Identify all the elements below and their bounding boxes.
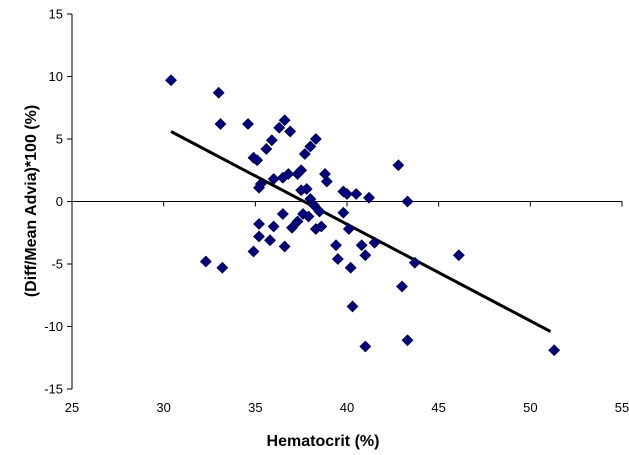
data-point <box>401 334 414 347</box>
data-point <box>265 134 278 147</box>
x-tick-label: 45 <box>431 400 445 415</box>
y-tick-label: 15 <box>49 7 63 22</box>
data-point <box>309 133 322 145</box>
data-point <box>276 208 289 220</box>
data-point <box>291 215 304 228</box>
y-ticks: 15 10 5 0 -5 -10 -15 <box>44 7 72 397</box>
data-point <box>363 191 375 204</box>
data-point <box>260 143 273 155</box>
data-point <box>342 223 355 235</box>
data-point <box>214 118 227 130</box>
data-point <box>247 245 260 258</box>
data-point <box>302 210 315 223</box>
data-point <box>295 164 308 177</box>
data-point <box>396 280 408 293</box>
data-point <box>331 253 344 265</box>
data-point <box>284 125 297 138</box>
data-point <box>253 181 265 194</box>
y-tick-label: 10 <box>49 69 63 84</box>
data-point <box>355 239 368 252</box>
x-axis-title: Hematocrit (%) <box>267 433 380 450</box>
data-point <box>295 184 308 197</box>
data-point <box>330 239 342 252</box>
data-point <box>548 344 561 357</box>
y-tick-label: 5 <box>56 132 63 147</box>
x-tick-label: 30 <box>156 400 170 415</box>
y-tick-label: -5 <box>51 257 63 272</box>
data-point <box>308 199 320 212</box>
x-tick-label: 25 <box>65 400 79 415</box>
data-point <box>278 240 291 253</box>
data-point <box>304 140 317 153</box>
data-point <box>359 249 372 262</box>
data-point <box>320 175 333 188</box>
data-point <box>452 249 465 262</box>
data-point <box>267 220 280 233</box>
data-point <box>253 218 265 230</box>
data-point <box>216 261 229 274</box>
data-point <box>298 148 311 160</box>
data-point <box>401 195 414 208</box>
data-point <box>251 154 264 167</box>
data-point <box>337 206 350 219</box>
data-point <box>315 220 328 233</box>
y-tick-label: 0 <box>56 194 63 209</box>
data-point <box>359 340 372 353</box>
data-point <box>344 261 357 274</box>
data-point <box>165 74 177 87</box>
x-tick-label: 50 <box>523 400 537 415</box>
data-point <box>253 230 265 243</box>
x-tick-label: 40 <box>340 400 354 415</box>
data-point <box>273 121 286 134</box>
y-tick-label: -10 <box>44 319 63 334</box>
trendline <box>170 130 552 333</box>
x-tick-label: 55 <box>615 400 629 415</box>
y-tick-label: -15 <box>44 382 63 397</box>
data-points <box>165 74 561 357</box>
x-tick-label: 35 <box>248 400 262 415</box>
data-point <box>408 256 421 269</box>
data-point <box>267 173 280 185</box>
data-point <box>350 188 363 200</box>
data-point <box>282 168 295 180</box>
data-point <box>212 86 225 99</box>
data-point <box>278 114 291 127</box>
data-point <box>392 159 405 172</box>
data-point <box>313 205 326 218</box>
data-point <box>286 221 298 234</box>
data-point <box>264 234 276 247</box>
y-axis-title: (Diff/Mean Advia)*100 (%) <box>23 105 40 297</box>
data-point <box>199 255 212 268</box>
data-point <box>341 188 353 200</box>
data-point <box>242 118 254 130</box>
x-ticks: 25 30 35 40 45 50 55 <box>65 201 629 415</box>
data-point <box>368 236 381 249</box>
data-point <box>346 300 359 313</box>
